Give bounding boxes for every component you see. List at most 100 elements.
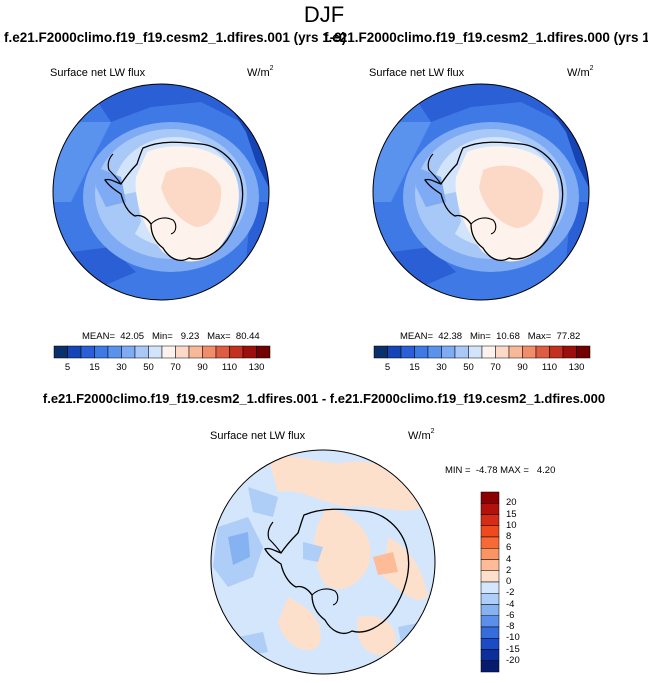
colorbar-swatch xyxy=(80,345,95,359)
colorbar-swatch xyxy=(94,345,109,359)
stats-left: MEAN= 42.05 Min= 9.23 Max= 80.44 xyxy=(82,331,260,342)
figure-title: DJF xyxy=(303,2,345,27)
colorbar-swatch xyxy=(229,345,244,359)
colorbar-swatch xyxy=(454,345,469,359)
colorbar-tick-label: 15 xyxy=(89,362,100,373)
colorbar-swatch xyxy=(480,514,500,526)
colorbar-swatch xyxy=(256,345,271,359)
colorbar-tick-label: -20 xyxy=(506,654,520,666)
case-title-right: f.e21.F2000climo.f19_f19.cesm2_1.dfires.… xyxy=(324,30,648,45)
colorbar-swatch xyxy=(562,345,577,359)
colorbar-swatch xyxy=(480,660,500,673)
colorbar-swatch xyxy=(387,345,402,359)
colorbar-swatch xyxy=(480,581,500,594)
colorbar-tick-label: 10 xyxy=(506,519,517,531)
colorbar-tick-label: 8 xyxy=(506,531,512,542)
diff-title: f.e21.F2000climo.f19_f19.cesm2_1.dfires.… xyxy=(42,391,606,406)
colorbar-right-labels: 5 15 30 50 70 90 110 130 xyxy=(374,362,590,376)
colorbar-swatch xyxy=(549,345,564,359)
colorbar-swatch xyxy=(215,345,230,359)
colorbar-swatch xyxy=(495,345,510,359)
colorbar-tick-label: -6 xyxy=(506,609,515,621)
colorbar-swatch xyxy=(373,345,388,359)
colorbar-swatch xyxy=(148,345,163,359)
colorbar-swatch xyxy=(480,548,500,560)
colorbar-tick-label: 30 xyxy=(116,362,127,373)
stats-right: MEAN= 42.38 Min= 10.68 Max= 77.82 xyxy=(400,331,581,342)
colorbar-tick-label: 20 xyxy=(506,497,517,509)
colorbar-swatch xyxy=(67,345,82,359)
colorbar-swatch xyxy=(480,525,500,538)
units-label-left: W/m2 xyxy=(247,65,274,79)
colorbar-swatch xyxy=(468,345,483,359)
colorbar-tick-label: 50 xyxy=(143,362,154,373)
colorbar-tick-label: 70 xyxy=(490,362,501,373)
colorbar-tick-label: 110 xyxy=(221,362,238,373)
colorbar-swatch xyxy=(107,345,122,359)
variable-label-left: Surface net LW flux xyxy=(50,67,146,79)
colorbar-swatch xyxy=(480,491,500,504)
colorbar-swatch xyxy=(480,503,500,515)
diff-colorbar xyxy=(480,491,500,673)
colorbar-tick-label: 4 xyxy=(506,553,512,565)
colorbar-swatch xyxy=(480,559,500,571)
diff-stats: MIN = -4.78 MAX = 4.20 xyxy=(445,465,556,476)
colorbar-tick-label: 130 xyxy=(568,362,585,373)
colorbar-swatch xyxy=(522,345,537,359)
colorbar-swatch xyxy=(161,345,176,359)
colorbar-swatch xyxy=(535,345,550,359)
colorbar-swatch xyxy=(480,638,500,650)
colorbar-tick-label: 0 xyxy=(506,576,512,587)
colorbar-swatch xyxy=(188,345,203,359)
map-right xyxy=(372,83,590,301)
colorbar-swatch xyxy=(480,615,500,628)
units-label-right: W/m2 xyxy=(567,65,594,79)
colorbar-swatch xyxy=(441,345,456,359)
diff-variable-label: Surface net LW flux xyxy=(210,430,306,442)
colorbar-tick-label: -8 xyxy=(506,621,515,632)
colorbar-swatch xyxy=(175,345,190,359)
diff-units-label: W/m2 xyxy=(408,428,435,442)
colorbar-tick-label: 50 xyxy=(463,362,474,373)
variable-label-right: Surface net LW flux xyxy=(369,67,465,79)
colorbar-swatch xyxy=(242,345,257,359)
colorbar-swatch xyxy=(576,345,591,359)
colorbar-tick-label: 70 xyxy=(170,362,181,373)
colorbar-swatch xyxy=(53,345,68,359)
colorbar-swatch xyxy=(134,345,149,359)
colorbar-tick-label: 5 xyxy=(64,362,71,373)
colorbar-tick-label: -10 xyxy=(506,632,520,644)
colorbar-tick-label: 2 xyxy=(506,564,512,576)
colorbar-swatch xyxy=(481,345,496,359)
colorbar-swatch xyxy=(480,626,500,639)
case-title-left: f.e21.F2000climo.f19_f19.cesm2_1.dfires.… xyxy=(4,30,347,45)
colorbar-tick-label: 130 xyxy=(248,362,265,373)
diff-colorbar-labels: 20 15 10 8 6 4 2 0 -2 -4 -6 -8 -10 -15 -20 xyxy=(506,492,536,672)
colorbar-tick-label: 6 xyxy=(506,542,512,554)
colorbar-tick-label: -4 xyxy=(506,598,515,610)
colorbar-tick-label: 90 xyxy=(197,362,208,373)
colorbar-tick-label: 15 xyxy=(409,362,420,373)
map-diff xyxy=(210,449,436,675)
colorbar-tick-label: 15 xyxy=(506,508,517,520)
colorbar-swatch xyxy=(400,345,415,359)
colorbar-swatch xyxy=(480,649,500,661)
colorbar-tick-label: 110 xyxy=(541,362,558,373)
colorbar-swatch xyxy=(508,345,523,359)
colorbar-tick-label: 90 xyxy=(517,362,528,373)
colorbar-swatch xyxy=(480,536,500,549)
colorbar-swatch xyxy=(480,570,500,583)
colorbar-swatch xyxy=(480,593,500,605)
colorbar-tick-label: -2 xyxy=(506,587,515,599)
colorbar-left xyxy=(53,345,271,359)
colorbar-left-labels: 5 15 30 50 70 90 110 130 xyxy=(54,362,270,376)
colorbar-swatch xyxy=(121,345,136,359)
colorbar-tick-label: 5 xyxy=(384,362,391,373)
colorbar-tick-label: 30 xyxy=(436,362,447,373)
colorbar-right xyxy=(373,345,591,359)
colorbar-swatch xyxy=(427,345,442,359)
colorbar-tick-label: -15 xyxy=(506,643,520,655)
colorbar-swatch xyxy=(202,345,217,359)
map-left xyxy=(52,83,270,301)
colorbar-swatch xyxy=(414,345,429,359)
